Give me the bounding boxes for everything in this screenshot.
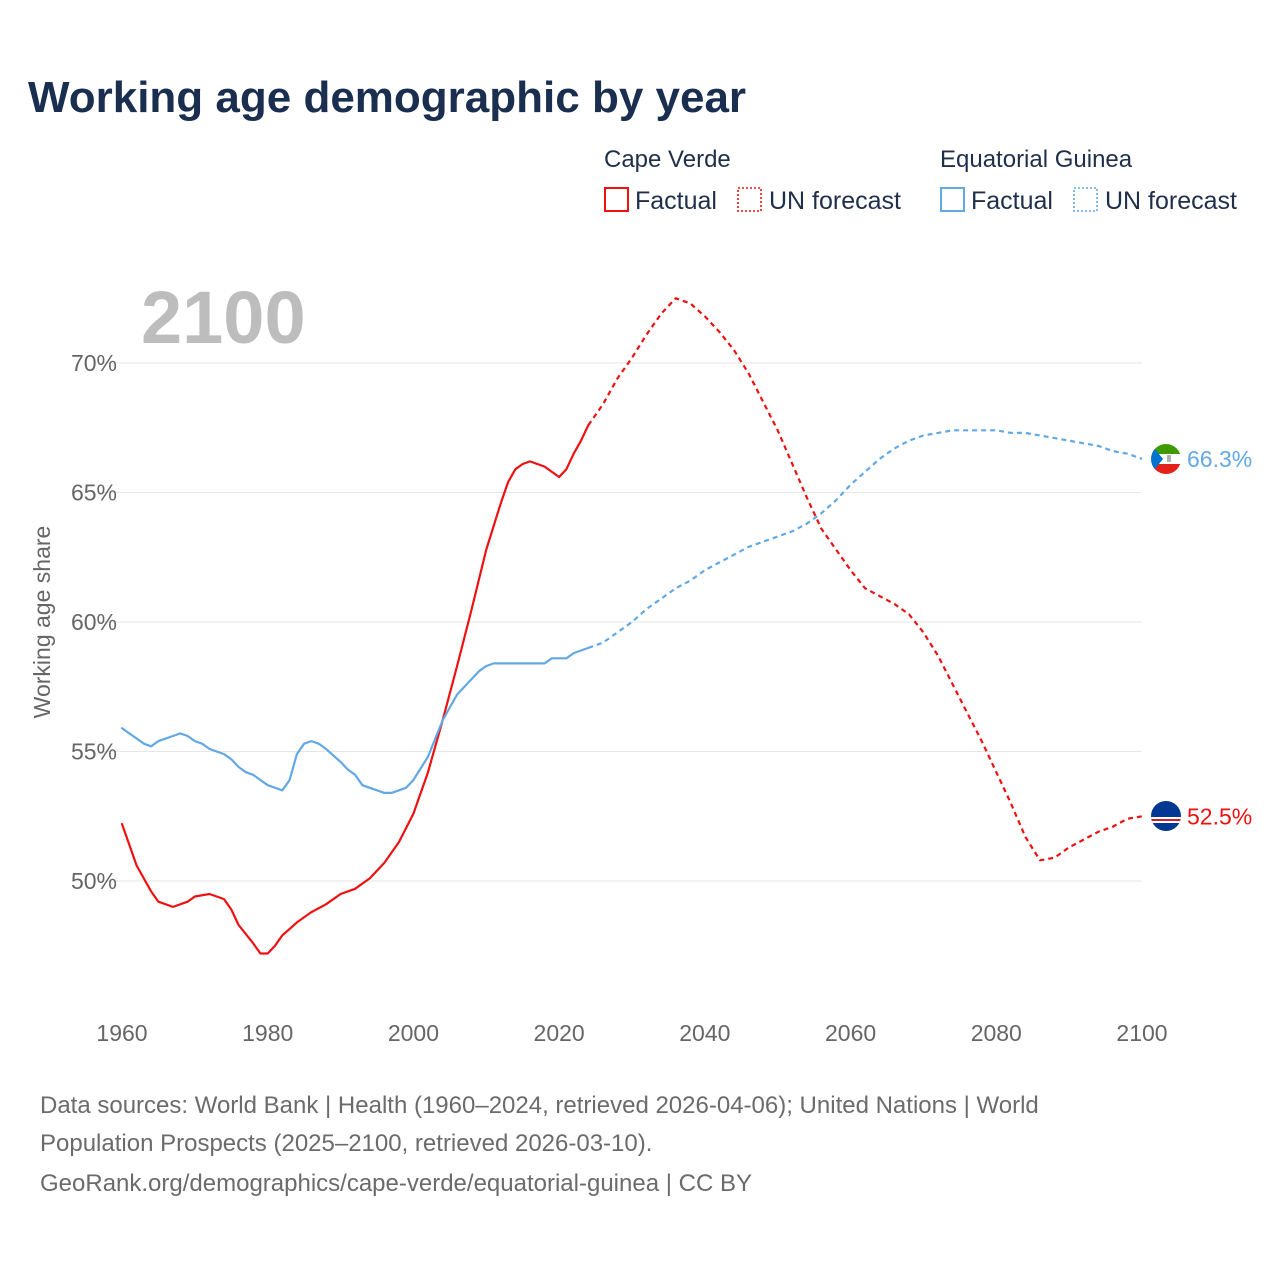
series-line-cape-verde-factual [120,424,590,955]
x-tick-label: 1980 [242,1020,293,1046]
legend-label-cape-verde-forecast: UN forecast [769,187,901,215]
end-label-cape-verde: 52.5% [1187,803,1252,829]
source-line-1: Data sources: World Bank | Health (1960–… [40,1092,1039,1119]
y-tick-label: 70% [71,350,117,376]
legend-heading-equatorial-guinea: Equatorial Guinea [940,146,1133,173]
y-tick-label: 50% [71,868,117,894]
x-tick-label: 2040 [679,1020,730,1046]
legend-label-cape-verde-factual: Factual [635,187,717,215]
y-axis-ticks: 50% 55% 60% 65% 70% [71,350,117,894]
series-line-equatorial-guinea-factual [120,646,590,794]
series-line-equatorial-guinea-forecast [587,429,1143,649]
x-tick-label: 1960 [96,1020,147,1046]
y-tick-label: 65% [71,480,117,506]
flag-equatorial-guinea-icon [1151,444,1181,474]
chart-title: Working age demographic by year [28,73,746,122]
y-axis-label: Working age share [29,526,55,719]
x-tick-label: 2060 [825,1020,876,1046]
legend-heading-cape-verde: Cape Verde [604,146,731,173]
source-line-2: Population Prospects (2025–2100, retriev… [40,1130,652,1157]
x-tick-label: 2020 [534,1020,585,1046]
x-tick-label: 2080 [971,1020,1022,1046]
legend-label-equatorial-guinea-factual: Factual [971,187,1053,215]
series-line-cape-verde-forecast [587,297,1143,862]
end-labels: 52.5% 66.3% [1187,446,1252,829]
x-tick-label: 2000 [388,1020,439,1046]
series-layer [120,297,1143,955]
end-label-equatorial-guinea: 66.3% [1187,446,1252,472]
year-display: 2100 [141,276,306,359]
x-axis-ticks: 1960 1980 2000 2020 2040 2060 2080 2100 [96,1020,1167,1046]
y-tick-label: 55% [71,739,117,765]
x-tick-label: 2100 [1116,1020,1167,1046]
legend-swatch-equatorial-guinea-forecast [1073,187,1098,212]
y-tick-label: 60% [71,609,117,635]
flag-cape-verde-icon [1151,801,1181,831]
legend-swatch-cape-verde-factual [604,187,629,212]
source-line-3: GeoRank.org/demographics/cape-verde/equa… [40,1170,752,1197]
gridlines [100,362,1142,882]
legend-swatch-equatorial-guinea-factual [940,187,965,212]
legend-swatch-cape-verde-forecast [737,187,762,212]
legend: Cape Verde Factual UN forecast Equatoria… [604,146,1237,215]
legend-label-equatorial-guinea-forecast: UN forecast [1105,187,1237,215]
